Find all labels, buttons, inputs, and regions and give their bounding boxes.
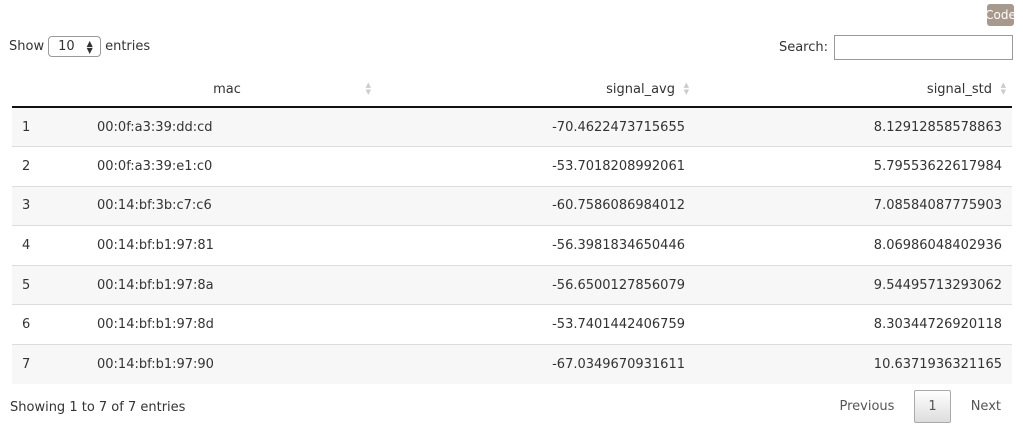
cell-signal-avg: -67.0349670931611	[377, 344, 695, 385]
header-signal-avg[interactable]: signal_avg ▲ ▼	[377, 72, 695, 108]
cell-signal-std: 10.6371936321165	[695, 344, 1012, 385]
cell-signal-avg: -53.7018208992061	[377, 146, 695, 187]
table-row: 2 00:0f:a3:39:e1:c0 -53.7018208992061 5.795…	[12, 146, 1012, 187]
cell-signal-avg: -60.7586086984012	[377, 185, 695, 226]
cell-signal-avg: -56.3981834650446	[377, 225, 695, 266]
search-input[interactable]	[834, 35, 1013, 60]
cell-signal-std: 9.54495713293062	[695, 264, 1012, 305]
code-button[interactable]: Code	[985, 4, 1016, 26]
cell-index: 2	[12, 146, 87, 187]
cell-mac: 00:14:bf:3b:c7:c6	[87, 185, 377, 226]
cell-signal-avg: -53.7401442406759	[377, 304, 695, 345]
cell-signal-avg: -56.6500127856079	[377, 264, 695, 305]
cell-mac: 00:14:bf:b1:97:90	[87, 344, 377, 385]
header-signal-std[interactable]: signal_std ▲ ▼	[695, 72, 1012, 108]
search-label: Search:	[778, 40, 828, 55]
cell-index: 7	[12, 344, 87, 385]
select-arrows-icon: ▲ ▼	[86, 38, 93, 55]
search-control: Search:	[779, 35, 1013, 60]
sort-icon: ▲ ▼	[683, 81, 689, 96]
table-row: 4 00:14:bf:b1:97:81 -56.3981834650446 8.069…	[12, 225, 1012, 266]
table-info: Showing 1 to 7 of 7 entries	[10, 400, 186, 415]
show-label: Show	[9, 39, 45, 54]
length-control: Show 10 ▲ ▼ entries	[9, 36, 150, 57]
previous-button[interactable]: Previous	[839, 399, 895, 414]
cell-index: 1	[12, 106, 87, 147]
cell-signal-avg: -70.4622473715655	[377, 106, 695, 147]
table-row: 1 00:0f:a3:39:dd:cd -70.4622473715655 8.129…	[12, 106, 1012, 147]
cell-mac: 00:0f:a3:39:e1:c0	[87, 146, 377, 187]
cell-mac: 00:14:bf:b1:97:8a	[87, 264, 377, 305]
pagination: Previous 1 Next	[827, 390, 1013, 423]
header-mac-label: mac	[213, 81, 241, 97]
sort-icon: ▲ ▼	[1000, 81, 1006, 96]
cell-signal-std: 8.12912858578863	[695, 106, 1012, 147]
table-row: 7 00:14:bf:b1:97:90 -67.0349670931611 10.63…	[12, 344, 1012, 385]
header-signal-avg-label: signal_avg	[606, 81, 675, 97]
cell-index: 4	[12, 225, 87, 266]
sort-icon: ▲ ▼	[365, 81, 371, 96]
table-row: 3 00:14:bf:3b:c7:c6 -60.7586086984012 7.085…	[12, 185, 1012, 226]
cell-mac: 00:14:bf:b1:97:81	[87, 225, 377, 266]
cell-mac: 00:0f:a3:39:dd:cd	[87, 106, 377, 147]
cell-index: 6	[12, 304, 87, 345]
data-table: mac ▲ ▼ signal_avg ▲ ▼ signal_std ▲ ▼ 1 00:0f:a…	[12, 72, 1012, 385]
cell-signal-std: 5.79553622617984	[695, 146, 1012, 187]
next-button[interactable]: Next	[970, 399, 1001, 414]
header-signal-std-label: signal_std	[926, 81, 992, 97]
entries-label: entries	[105, 39, 151, 54]
cell-index: 3	[12, 185, 87, 226]
header-index[interactable]	[12, 72, 87, 108]
cell-signal-std: 8.06986048402936	[695, 225, 1012, 266]
entries-value: 10	[58, 39, 75, 54]
page-1-button[interactable]: 1	[914, 390, 951, 423]
cell-signal-std: 8.30344726920118	[695, 304, 1012, 345]
cell-mac: 00:14:bf:b1:97:8d	[87, 304, 377, 345]
cell-signal-std: 7.08584087775903	[695, 185, 1012, 226]
table-row: 6 00:14:bf:b1:97:8d -53.7401442406759 8.303…	[12, 304, 1012, 345]
cell-index: 5	[12, 264, 87, 305]
header-row: mac ▲ ▼ signal_avg ▲ ▼ signal_std ▲ ▼	[12, 72, 1012, 108]
table-row: 5 00:14:bf:b1:97:8a -56.6500127856079 9.544…	[12, 264, 1012, 305]
header-mac[interactable]: mac ▲ ▼	[87, 72, 377, 108]
entries-select[interactable]: 10 ▲ ▼	[48, 36, 102, 57]
